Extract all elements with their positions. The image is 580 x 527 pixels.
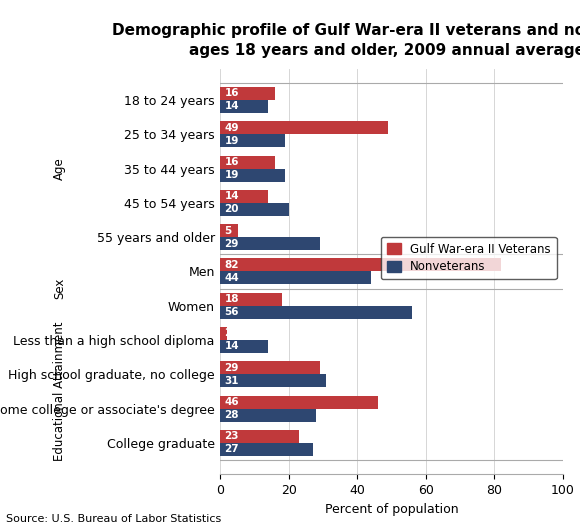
- Bar: [220, 306, 412, 319]
- Bar: [220, 121, 388, 134]
- Bar: [220, 169, 285, 182]
- Legend: Gulf War-era II Veterans, Nonveterans: Gulf War-era II Veterans, Nonveterans: [380, 237, 557, 279]
- Text: 44: 44: [224, 273, 240, 283]
- Text: 14: 14: [224, 341, 239, 352]
- Text: 5: 5: [224, 226, 232, 236]
- Text: 27: 27: [224, 444, 239, 454]
- Text: 82: 82: [224, 260, 239, 270]
- Bar: [220, 430, 299, 443]
- Bar: [220, 203, 289, 216]
- Text: 2: 2: [224, 328, 232, 338]
- Text: 46: 46: [224, 397, 239, 407]
- Bar: [220, 258, 501, 271]
- Bar: [220, 190, 269, 203]
- Text: 19: 19: [224, 170, 239, 180]
- Bar: [220, 271, 371, 285]
- Bar: [220, 100, 269, 113]
- Text: Age: Age: [53, 157, 66, 180]
- Text: 56: 56: [224, 307, 239, 317]
- Text: 14: 14: [224, 191, 239, 201]
- Text: 49: 49: [224, 123, 239, 133]
- Text: 29: 29: [224, 239, 239, 249]
- Bar: [220, 340, 269, 353]
- Text: 29: 29: [224, 363, 239, 373]
- Text: 19: 19: [224, 136, 239, 146]
- Text: 18: 18: [224, 294, 239, 304]
- Text: 16: 16: [224, 89, 239, 99]
- Bar: [220, 374, 327, 387]
- Bar: [220, 224, 238, 237]
- Text: Source: U.S. Bureau of Labor Statistics: Source: U.S. Bureau of Labor Statistics: [6, 514, 221, 524]
- Text: 31: 31: [224, 376, 239, 386]
- Text: 20: 20: [224, 204, 239, 214]
- Bar: [220, 361, 320, 374]
- Text: 16: 16: [224, 157, 239, 167]
- Bar: [220, 292, 282, 306]
- Bar: [220, 327, 227, 340]
- Bar: [220, 87, 275, 100]
- Text: Sex: Sex: [53, 278, 66, 299]
- X-axis label: Percent of population: Percent of population: [325, 503, 458, 515]
- Text: 14: 14: [224, 102, 239, 112]
- Bar: [220, 396, 378, 408]
- Text: 23: 23: [224, 431, 239, 441]
- Title: Demographic profile of Gulf War-era II veterans and nonveterans
ages 18 years an: Demographic profile of Gulf War-era II v…: [111, 23, 580, 57]
- Bar: [220, 443, 313, 456]
- Bar: [220, 237, 320, 250]
- Bar: [220, 134, 285, 147]
- Text: Educational Attainment: Educational Attainment: [53, 321, 66, 461]
- Text: 28: 28: [224, 410, 239, 420]
- Bar: [220, 155, 275, 169]
- Bar: [220, 408, 316, 422]
